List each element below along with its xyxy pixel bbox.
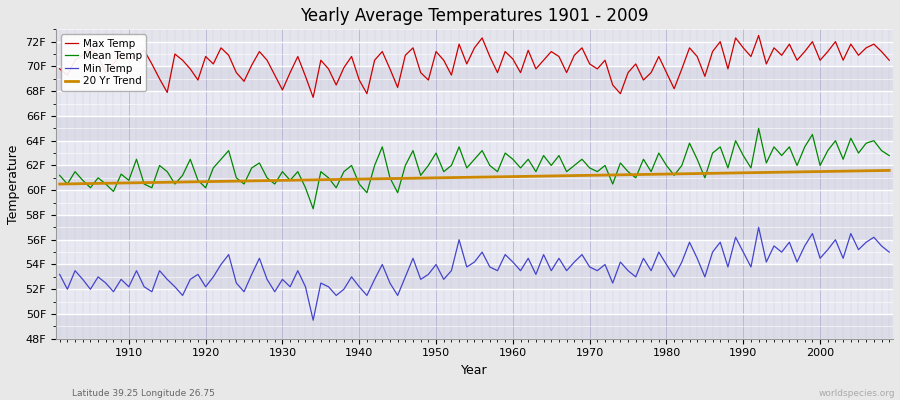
Line: 20 Yr Trend: 20 Yr Trend (59, 170, 889, 184)
Mean Temp (608, 182, 618, 186)
Min Temp (338, 287, 349, 292)
Max Temp (884, 58, 895, 63)
Min Temp (54, 272, 65, 277)
Max Temp (515, 70, 526, 75)
Bar (56, 240, 893, 264)
Mean Temp (116, 172, 127, 176)
Mean Temp (338, 169, 349, 174)
Mean Temp (515, 166, 526, 170)
20 Yr Trend (284, 178, 295, 183)
Max Temp (338, 65, 349, 70)
Legend: Max Temp, Mean Temp, Min Temp, 20 Yr Trend: Max Temp, Mean Temp, Min Temp, 20 Yr Tre… (61, 34, 146, 91)
20 Yr Trend (599, 173, 610, 178)
Y-axis label: Temperature: Temperature (7, 144, 20, 224)
Bar (56, 91, 893, 116)
Bar (56, 166, 893, 190)
Mean Temp (508, 157, 518, 162)
Bar (56, 141, 893, 166)
Min Temp (508, 260, 518, 264)
20 Yr Trend (884, 168, 895, 173)
Line: Mean Temp: Mean Temp (59, 128, 889, 209)
Min Temp (753, 225, 764, 230)
Bar (56, 66, 893, 91)
20 Yr Trend (500, 174, 510, 179)
Title: Yearly Average Temperatures 1901 - 2009: Yearly Average Temperatures 1901 - 2009 (301, 7, 649, 25)
Bar (56, 190, 893, 215)
Mean Temp (54, 173, 65, 178)
Text: Latitude 39.25 Longitude 26.75: Latitude 39.25 Longitude 26.75 (72, 389, 215, 398)
Mean Temp (308, 206, 319, 211)
Bar (56, 264, 893, 289)
20 Yr Trend (116, 181, 127, 186)
Bar (56, 42, 893, 66)
Max Temp (508, 56, 518, 61)
Min Temp (515, 268, 526, 273)
Min Temp (884, 250, 895, 254)
Bar (56, 314, 893, 339)
Line: Min Temp: Min Temp (59, 227, 889, 320)
20 Yr Trend (54, 182, 65, 186)
Bar (56, 289, 893, 314)
X-axis label: Year: Year (461, 364, 488, 377)
Max Temp (116, 50, 127, 55)
Max Temp (753, 33, 764, 38)
Line: Max Temp: Max Temp (59, 36, 889, 97)
20 Yr Trend (331, 177, 342, 182)
Max Temp (284, 70, 295, 75)
Min Temp (284, 284, 295, 289)
Bar (56, 215, 893, 240)
Mean Temp (884, 153, 895, 158)
Min Temp (608, 281, 618, 286)
20 Yr Trend (508, 174, 518, 179)
Mean Temp (284, 178, 295, 183)
Mean Temp (753, 126, 764, 131)
Bar (56, 116, 893, 141)
Max Temp (608, 82, 618, 87)
Min Temp (308, 318, 319, 323)
Min Temp (116, 277, 127, 282)
Max Temp (54, 66, 65, 71)
Text: worldspecies.org: worldspecies.org (819, 389, 896, 398)
Max Temp (308, 95, 319, 100)
